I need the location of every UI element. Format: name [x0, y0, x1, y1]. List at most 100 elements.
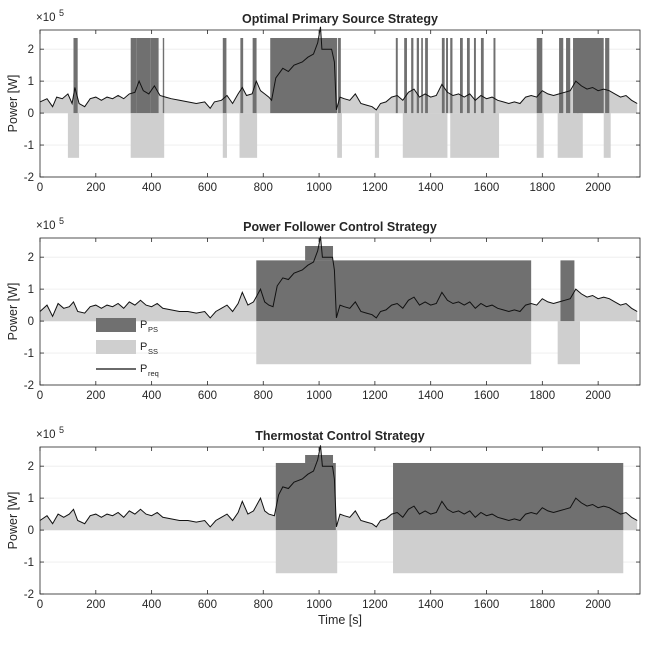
y-axis-label: Power [W]	[6, 492, 20, 550]
x-tick-label: 2000	[585, 390, 611, 402]
pps-area	[425, 37, 428, 114]
x-axis-label: Time [s]	[318, 613, 362, 627]
x-tick-label: 400	[142, 182, 161, 194]
x-tick-label: 0	[37, 182, 43, 194]
pps-area	[130, 37, 137, 114]
y-exponent-base: ×10	[36, 220, 56, 232]
legend-swatch-pss	[96, 340, 136, 354]
pps-area	[240, 37, 244, 114]
pps-area	[404, 37, 407, 114]
x-tick-label: 1400	[418, 390, 444, 402]
x-tick-label: 200	[86, 599, 105, 611]
legend-label-sub: req	[148, 369, 159, 378]
chart-panel-3: 0 200 400 600 800 1000 1200 1400 1600 1800 2000 -2 -…	[6, 425, 641, 627]
chart-title: Thermostat Control Strategy	[255, 429, 425, 443]
pps-area	[446, 37, 448, 114]
x-tick-label: 600	[198, 599, 217, 611]
y-tick-label: 1	[28, 76, 34, 88]
pps-area	[338, 37, 341, 114]
x-tick-label: 1800	[530, 599, 556, 611]
pps-area	[275, 462, 336, 531]
x-tick-label: 200	[86, 182, 105, 194]
x-tick-label: 800	[254, 599, 273, 611]
pss-negative-area	[536, 113, 544, 158]
pps-area	[162, 37, 165, 114]
pss-negative-area	[275, 530, 338, 574]
pps-area	[256, 260, 532, 322]
x-tick-label: 600	[198, 182, 217, 194]
y-tick-label: 2	[28, 44, 34, 56]
x-tick-label: 0	[37, 599, 43, 611]
pps-area	[136, 37, 151, 114]
x-tick-label: 200	[86, 390, 105, 402]
pps-area	[411, 37, 414, 114]
pps-area	[73, 37, 78, 114]
pps-area	[393, 462, 624, 531]
pps-area	[605, 37, 610, 114]
y-exponent-power: 5	[59, 8, 64, 18]
x-tick-label: 800	[254, 182, 273, 194]
y-exponent-power: 5	[59, 425, 64, 435]
pss-negative-area	[450, 113, 500, 158]
pps-area	[395, 37, 398, 114]
pps-area-peak	[305, 454, 334, 463]
y-axis-label: Power [W]	[6, 283, 20, 341]
x-tick-label: 1200	[362, 390, 388, 402]
preq-line	[39, 445, 638, 528]
pps-area	[559, 37, 564, 114]
pss-negative-area	[393, 530, 624, 574]
y-exponent-power: 5	[59, 216, 64, 226]
x-tick-label: 800	[254, 390, 273, 402]
pss-negative-area	[402, 113, 448, 158]
legend-label: P	[140, 319, 147, 331]
pps-area	[566, 37, 571, 114]
chart-title: Optimal Primary Source Strategy	[242, 12, 438, 26]
y-tick-label: 0	[28, 316, 34, 328]
y-tick-label: -2	[24, 172, 34, 184]
preq-line	[39, 26, 638, 111]
pps-area-peak	[305, 245, 334, 261]
pss-negative-area	[557, 321, 580, 365]
x-tick-label: 2000	[585, 599, 611, 611]
y-tick-label: 0	[28, 525, 34, 537]
pps-area	[222, 37, 227, 114]
pps-area	[421, 37, 423, 114]
pss-negative-area	[130, 113, 165, 158]
x-tick-label: 1600	[474, 390, 500, 402]
pps-area	[577, 37, 604, 114]
y-tick-label: -1	[24, 557, 34, 569]
y-tick-label: -1	[24, 348, 34, 360]
x-tick-label: 400	[142, 599, 161, 611]
pps-area	[416, 37, 419, 114]
y-tick-label: 2	[28, 252, 34, 264]
chart-title: Power Follower Control Strategy	[243, 220, 437, 234]
x-tick-label: 1600	[474, 182, 500, 194]
x-tick-label: 1000	[306, 390, 332, 402]
legend-label-sub: SS	[148, 347, 158, 356]
x-tick-label: 1200	[362, 182, 388, 194]
pps-area	[480, 37, 484, 114]
pss-negative-area	[239, 113, 258, 158]
chart-panel-2: 0 200 400 600 800 1000 1200 1400 1600 1800 2000 -2 -…	[6, 216, 641, 402]
pss-negative-area	[67, 113, 80, 158]
axes-box	[39, 237, 641, 386]
axes-box	[39, 446, 641, 595]
pps-area	[441, 37, 445, 114]
pps-area	[560, 260, 575, 322]
pss-positive-area	[40, 236, 638, 322]
x-tick-label: 1800	[530, 390, 556, 402]
pps-area	[473, 37, 476, 114]
pss-negative-area	[374, 113, 380, 158]
preq-line	[39, 236, 638, 319]
pps-area	[573, 37, 579, 114]
x-tick-label: 1400	[418, 599, 444, 611]
chart-panel-1: 0 200 400 600 800 1000 1200 1400 1600 1800 2000 -2 -…	[6, 8, 641, 194]
y-tick-label: 1	[28, 493, 34, 505]
legend-label: P	[140, 341, 147, 353]
y-exponent-base: ×10	[36, 12, 56, 24]
pps-area	[460, 37, 463, 114]
pss-negative-area	[557, 113, 583, 158]
legend-label-sub: PS	[148, 325, 158, 334]
